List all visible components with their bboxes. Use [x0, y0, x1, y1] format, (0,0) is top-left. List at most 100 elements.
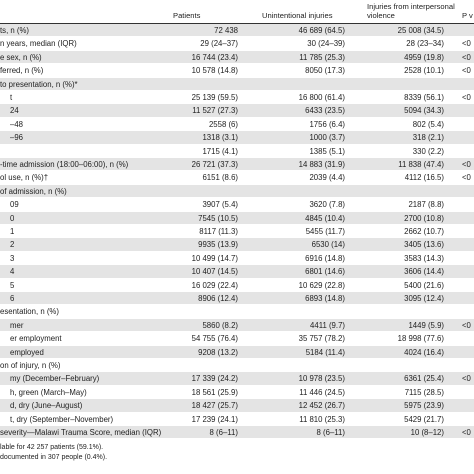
- cell: <0: [462, 39, 471, 49]
- cell: 3405 (13.6): [404, 240, 444, 250]
- cell: 1715 (4.1): [202, 146, 238, 156]
- row-label: 4: [10, 267, 15, 277]
- table-row: my (December–February) 17 339 (24.2) 10 97…: [0, 372, 474, 386]
- cell: 14 883 (31.9): [298, 160, 345, 169]
- cell: 9935 (13.9): [198, 240, 238, 250]
- section-row: of admission, n (%): [0, 184, 474, 199]
- row-label: of admission, n (%): [0, 186, 67, 196]
- row-label: to presentation, n (%)*: [0, 79, 78, 89]
- row-label: 24: [10, 106, 19, 116]
- cell: 8339 (56.1): [404, 93, 444, 102]
- row-label: d, dry (June–August): [10, 401, 83, 411]
- cell: 8117 (11.3): [199, 227, 238, 236]
- table-row: –96 1318 (3.1) 1000 (3.7) 318 (2.1): [0, 131, 474, 145]
- cell: 4112 (16.5): [404, 173, 444, 183]
- row-label: mer: [10, 320, 24, 330]
- cell: 1756 (6.4): [309, 119, 345, 129]
- cell: 25 008 (34.5): [397, 26, 444, 35]
- cell: 16 800 (61.4): [298, 93, 345, 102]
- cell: 6530 (14): [311, 240, 345, 250]
- cell: 10 499 (14.7): [191, 253, 238, 263]
- cell: <0: [462, 173, 471, 183]
- cell: 18 998 (77.6): [397, 334, 444, 344]
- cell: <0: [462, 428, 471, 437]
- table-row: d, dry (June–August) 18 427 (25.7) 12 452 …: [0, 399, 474, 413]
- row-label: severity—Malawi Trauma Score, median (IQ…: [0, 428, 162, 437]
- cell: 6433 (23.5): [305, 106, 345, 116]
- cell: 26 721 (37.3): [191, 160, 238, 169]
- row-label: -time admission (18:00–06:00), n (%): [0, 160, 129, 169]
- cell: 35 757 (78.2): [298, 334, 345, 344]
- cell: 6361 (25.4): [404, 374, 444, 384]
- cell: 8 (6–11): [316, 428, 345, 437]
- cell: 17 339 (24.2): [191, 374, 238, 384]
- row-label: ts, n (%): [0, 26, 30, 35]
- table-row: ol use, n (%)† 6151 (8.6) 2039 (4.4) 4112 (…: [0, 171, 474, 185]
- cell: 3620 (7.8): [309, 200, 345, 210]
- cell: 10 407 (14.5): [191, 267, 238, 277]
- row-label: ferred, n (%): [0, 66, 44, 76]
- cell: 330 (2.2): [412, 146, 444, 156]
- cell: 10 629 (22.8): [298, 280, 345, 290]
- cell: 5184 (11.4): [305, 347, 345, 357]
- row-label: my (December–February): [10, 374, 100, 384]
- cell: 1000 (3.7): [309, 133, 345, 143]
- cell: <0: [462, 160, 471, 169]
- cell: 3907 (5.4): [202, 200, 238, 210]
- cell: 28 (23–34): [406, 39, 444, 49]
- cell: 5975 (23.9): [404, 401, 444, 411]
- cell: 18 427 (25.7): [191, 401, 238, 411]
- table-row: 09 3907 (5.4) 3620 (7.8) 2187 (8.8): [0, 198, 474, 212]
- cell: 6916 (14.8): [305, 253, 345, 263]
- column-header: Patients: [173, 11, 201, 20]
- table-row: t, dry (September–November) 17 239 (24.1)…: [0, 413, 474, 426]
- cell: <0: [462, 52, 471, 62]
- cell: 5429 (21.7): [404, 414, 444, 424]
- table-row: severity—Malawi Trauma Score, median (IQ…: [0, 426, 474, 440]
- row-label: 09: [10, 200, 19, 210]
- table-row: 3 10 499 (14.7) 6916 (14.8) 3583 (14.3): [0, 252, 474, 266]
- row-label: employed: [10, 347, 44, 357]
- row-label: –96: [10, 133, 24, 143]
- footnote: documented in 307 people (0.4%).: [0, 454, 108, 461]
- row-label: e sex, n (%): [0, 52, 42, 62]
- table-header: Patients Unintentional injuries Injuries…: [0, 0, 474, 24]
- cell: 10 (8–12): [410, 428, 444, 437]
- cell: 10 578 (14.8): [191, 66, 238, 76]
- cell: 2039 (4.4): [309, 173, 345, 183]
- cell: 5094 (34.3): [404, 106, 444, 116]
- cell: <0: [462, 66, 471, 76]
- cell: 2187 (8.8): [408, 200, 444, 210]
- cell: 17 239 (24.1): [191, 414, 238, 424]
- section-row: on of injury, n (%): [0, 359, 474, 373]
- cell: 8 (6–11): [209, 428, 238, 437]
- row-label: 3: [10, 253, 15, 263]
- cell: 2700 (10.8): [404, 213, 444, 223]
- row-label: 0: [10, 213, 15, 223]
- cell: 3583 (14.3): [404, 253, 444, 263]
- cell: 25 139 (59.5): [191, 93, 238, 102]
- table-row: n years, median (IQR) 29 (24–37) 30 (24–39…: [0, 37, 474, 51]
- cell: 7545 (10.5): [198, 213, 238, 223]
- cell: 16 744 (23.4): [191, 52, 238, 62]
- row-label: 1: [10, 227, 15, 236]
- table-row: 2 9935 (13.9) 6530 (14) 3405 (13.6): [0, 238, 474, 252]
- row-label: 5: [10, 280, 15, 290]
- column-header: Injuries from interpersonal violence: [367, 2, 455, 20]
- cell: 12 452 (26.7): [298, 401, 345, 411]
- column-header: P v: [462, 11, 473, 20]
- cell: 6151 (8.6): [202, 173, 238, 183]
- cell: 7115 (28.5): [404, 387, 444, 397]
- cell: 2558 (6): [208, 119, 238, 129]
- cell: 318 (2.1): [412, 133, 444, 143]
- cell: 802 (5.4): [412, 119, 444, 129]
- cell: 4845 (10.4): [305, 213, 345, 223]
- cell: 72 438: [214, 26, 238, 35]
- cell: 11 446 (24.5): [299, 387, 345, 397]
- cell: 16 029 (22.4): [191, 280, 238, 290]
- table-row: -time admission (18:00–06:00), n (%) 26 7…: [0, 158, 474, 172]
- table-row: 0 7545 (10.5) 4845 (10.4) 2700 (10.8): [0, 211, 474, 225]
- row-label: esentation, n (%): [0, 307, 59, 317]
- row-label: ol use, n (%)†: [0, 173, 49, 183]
